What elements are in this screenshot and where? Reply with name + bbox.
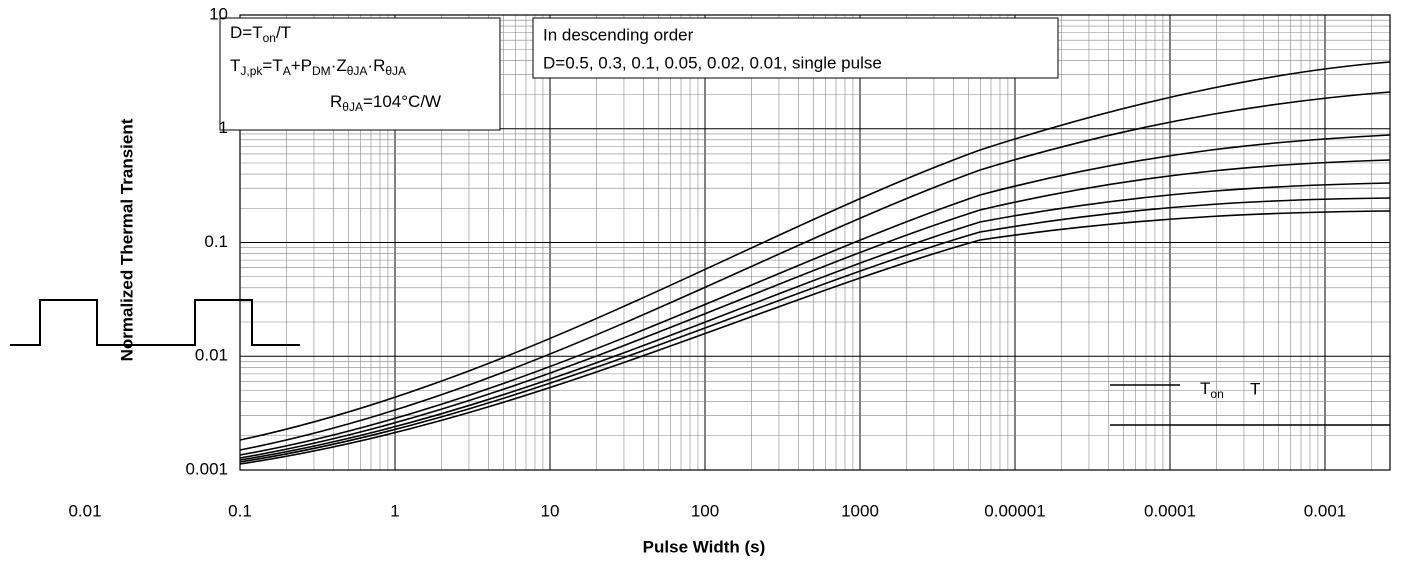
y-tick-label: 1: [219, 118, 228, 137]
page: D=Ton/T TJ,pk=TA+PDM·ZθJA·RθJA RθJA=104°…: [0, 0, 1407, 562]
text: ·Z: [331, 56, 347, 75]
curve: [240, 211, 1390, 464]
y-tick-label: 0.1: [204, 232, 228, 251]
text: θJA: [385, 64, 406, 78]
x-tick-label: 1: [390, 501, 399, 520]
x-tick-label: 100: [691, 501, 719, 520]
text: =104°C/W: [363, 92, 441, 111]
y-tick-label: 0.01: [195, 346, 228, 365]
text: ·R: [367, 56, 385, 75]
x-tick-label: 0.01: [68, 501, 101, 520]
duty-formula: D=Ton/T: [230, 23, 291, 45]
text: DM: [312, 64, 331, 78]
text: T: [230, 56, 240, 75]
text: /T: [276, 23, 291, 42]
text: θJA: [347, 64, 368, 78]
pulse-on: Ton: [1200, 379, 1224, 401]
y-tick-label: 0.001: [185, 459, 228, 478]
x-tick-label: 1000: [841, 501, 879, 520]
text: D=T: [230, 23, 263, 42]
text: on: [263, 31, 276, 45]
text: A: [283, 64, 291, 78]
text: R: [330, 92, 342, 111]
y-axis-label: Normalized Thermal Transient: [117, 118, 136, 361]
text: +P: [291, 56, 312, 75]
text: =T: [262, 56, 282, 75]
pulse-wave: [10, 300, 300, 345]
x-tick-label: 10: [541, 501, 560, 520]
x-tick-label: 0.0001: [1144, 501, 1196, 520]
order-title: In descending order: [543, 25, 694, 44]
order-list: D=0.5, 0.3, 0.1, 0.05, 0.02, 0.01, singl…: [543, 53, 882, 72]
curve: [240, 135, 1390, 455]
chart: D=Ton/T TJ,pk=TA+PDM·ZθJA·RθJA RθJA=104°…: [0, 0, 1407, 562]
x-tick-label: 0.1: [228, 501, 252, 520]
pulse-period: T: [1250, 379, 1260, 398]
x-axis-label: Pulse Width (s): [643, 537, 766, 556]
x-tick-label: 0.00001: [984, 501, 1045, 520]
text: on: [1210, 387, 1223, 401]
y-tick-label: 10: [209, 4, 228, 23]
text: J,pk: [240, 64, 263, 78]
text: θJA: [342, 100, 363, 114]
x-tick-label: 0.001: [1304, 501, 1347, 520]
text: T: [1200, 379, 1210, 398]
